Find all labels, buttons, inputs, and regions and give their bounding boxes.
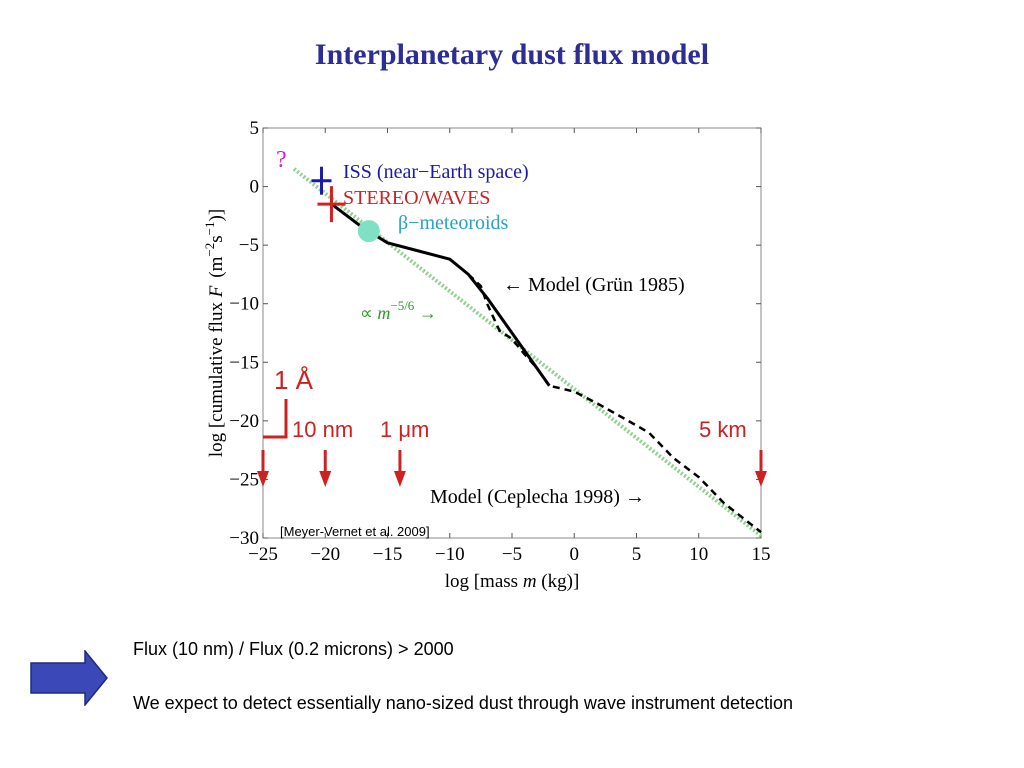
x-tick-label: 0	[570, 544, 580, 565]
y-tick-label: 5	[250, 118, 260, 139]
x-tick-label: −15	[373, 544, 403, 565]
x-tick-label: −20	[310, 544, 340, 565]
annotation-iss: ISS (near−Earth space)	[343, 161, 529, 183]
size-arrow	[755, 450, 767, 487]
y-tick-label: −20	[229, 411, 259, 432]
x-tick-label: 15	[752, 544, 771, 565]
annotation-model-grun: ← Model (Grün 1985)	[503, 274, 685, 296]
y-tick-label: −5	[239, 235, 259, 256]
marker-plus	[317, 186, 346, 223]
x-axis-label-prefix: log [mass	[445, 571, 523, 592]
size-arrow-head	[319, 471, 332, 487]
citation: [Meyer-Vernet et al. 2009]	[280, 524, 430, 539]
size-label-1-angstrom: 1 Å	[274, 365, 314, 395]
x-axis-label-var: m	[523, 571, 537, 592]
y-axis-label: log [cumulative flux F (m−2s−1)]	[202, 209, 227, 457]
x-tick-label: 10	[689, 544, 708, 565]
y-axis-label-end: )]	[206, 209, 227, 222]
size-arrow	[257, 450, 269, 487]
size-arrow-head	[393, 471, 406, 487]
flux-chart-figure: −25 −20 −15 −10 −5 0 5 10 15 5 0 −5 −10 −15 −20 −25 −30 …	[200, 115, 782, 593]
size-label-10-nm: 10 nm	[292, 417, 353, 442]
size-label-5-km: 5 km	[699, 417, 747, 442]
annotation-model-ceplecha: Model (Ceplecha 1998) →	[430, 486, 645, 508]
x-axis-label-suffix: (kg)]	[537, 571, 580, 592]
y-axis-label-sup1: −2	[202, 243, 217, 257]
annotation-slope-arrow: →	[414, 303, 437, 323]
annotation-slope-exponent: −5/6	[390, 298, 414, 313]
y-tick-label: 0	[250, 177, 260, 198]
y-axis-label-unit: (m	[206, 256, 227, 277]
annotation-question-mark: ?	[276, 147, 287, 173]
angstrom-bracket	[263, 399, 288, 439]
conclusion-text: We expect to detect essentially nano-siz…	[133, 693, 794, 713]
annotation-stereo: STEREO/WAVES	[343, 187, 490, 209]
size-arrow-head	[257, 471, 269, 487]
y-axis-label-prefix: log [cumulative flux	[206, 297, 227, 457]
y-axis-label-mid: s	[206, 235, 227, 242]
y-tick-label: −10	[229, 294, 259, 315]
annotation-slope: ∝ m−5/6 →	[360, 298, 437, 323]
x-tick-label: −10	[435, 544, 465, 565]
size-arrows	[257, 450, 767, 487]
size-arrow-head	[755, 471, 767, 487]
y-axis-label-sup2: −1	[202, 221, 217, 235]
annotation-slope-var: m	[377, 303, 390, 323]
size-arrow	[319, 450, 332, 487]
y-tick-label: −15	[229, 352, 259, 373]
x-tick-label: −5	[502, 544, 522, 565]
slide-title: Interplanetary dust flux model	[314, 38, 710, 71]
marker-beta-meteoroids	[357, 220, 380, 243]
annotation-slope-prefix: ∝	[360, 303, 377, 323]
right-arrow-icon	[30, 650, 108, 706]
x-tick-label: 5	[632, 544, 642, 565]
annotation-beta-meteoroids: β−meteoroids	[398, 212, 509, 234]
y-tick-label: −25	[229, 469, 259, 490]
size-arrow	[393, 450, 406, 487]
size-label-1-micron: 1 μm	[380, 417, 429, 442]
flux-ratio-text: Flux (10 nm) / Flux (0.2 microns) > 2000	[133, 639, 454, 659]
x-axis-label: log [mass m (kg)]	[445, 571, 580, 592]
x-tick-label: −25	[248, 544, 278, 565]
y-tick-label: −30	[229, 528, 259, 549]
flux-chart: −25 −20 −15 −10 −5 0 5 10 1550−5−10−15−20−25−30 …	[200, 115, 782, 593]
y-axis-label-var: F	[206, 285, 227, 298]
marker-plus	[311, 166, 332, 195]
marker-layer	[311, 166, 380, 243]
series-line-dashed	[467, 273, 762, 534]
